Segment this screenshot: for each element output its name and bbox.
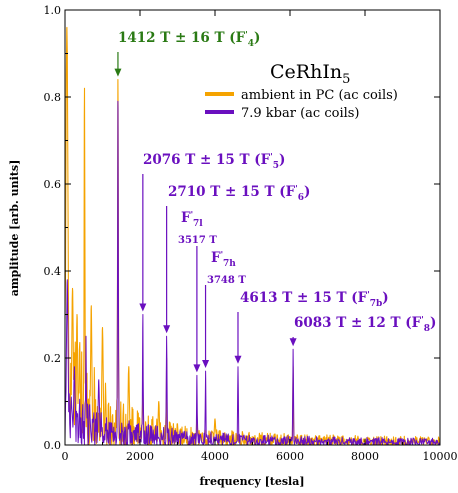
- annotation-f4: 1412 T ± 16 T (F'4): [114, 29, 260, 77]
- annotation-arrowhead-f7h: [202, 360, 210, 369]
- x-tick-label: 0: [62, 450, 69, 463]
- annotation-arrowhead-f7l: [193, 364, 201, 373]
- annotation-label-f7l: F'7l: [181, 209, 203, 229]
- x-tick-label: 2000: [126, 450, 154, 463]
- x-tick-label: 8000: [351, 450, 379, 463]
- compound-subscript: 5: [342, 72, 350, 87]
- series-pressure-line: [65, 100, 440, 445]
- plot-frame: [64, 9, 441, 446]
- svg-text:CeRhIn5: CeRhIn5: [270, 61, 350, 87]
- x-tick-label: 4000: [201, 450, 229, 463]
- annotation-arrowhead-f8: [289, 338, 297, 347]
- y-tick-label: 0.0: [44, 439, 62, 452]
- x-tick-label: 6000: [276, 450, 304, 463]
- annotation-arrowhead-f5: [139, 303, 147, 312]
- legend: ambient in PC (ac coils) 7.9 kbar (ac co…: [205, 88, 398, 121]
- annotation-label-f8: 6083 T ± 12 T (F'8): [294, 314, 436, 334]
- annotation-f5: 2076 T ± 15 T (F'5): [139, 151, 285, 312]
- annotation-f7l: F'7l 3517 T: [178, 209, 217, 373]
- x-axis-label: frequency [tesla]: [199, 475, 304, 488]
- annotation-arrowhead-f6: [163, 325, 171, 334]
- annotation-label-f4: 1412 T ± 16 T (F'4): [118, 29, 260, 49]
- x-tick-label: 10000: [423, 450, 458, 463]
- annotation-f8: 6083 T ± 12 T (F'8): [289, 314, 436, 347]
- compound-name: CeRhIn: [270, 61, 342, 83]
- legend-label-pressure: 7.9 kbar (ac coils): [241, 106, 360, 121]
- annotation-value-f7h: 3748 T: [207, 275, 246, 286]
- annotation-label-f7b: 4613 T ± 15 T (F'7b): [240, 289, 389, 309]
- legend-label-ambient: ambient in PC (ac coils): [241, 88, 398, 103]
- annotation-f6: 2710 T ± 15 T (F'6): [163, 183, 310, 334]
- annotation-label-f7h: F'7h: [211, 249, 236, 269]
- annotation-label-f5: 2076 T ± 15 T (F'5): [143, 151, 285, 171]
- y-tick-label: 1.0: [44, 4, 62, 17]
- annotation-value-f7l: 3517 T: [178, 235, 217, 246]
- annotation-arrowhead-f4: [114, 68, 122, 77]
- compound-label: CeRhIn5: [270, 61, 350, 87]
- y-tick-label: 0.6: [44, 178, 62, 191]
- annotation-f7h: F'7h 3748 T: [202, 249, 246, 369]
- annotation-label-f6: 2710 T ± 15 T (F'6): [168, 183, 310, 203]
- y-tick-label: 0.2: [44, 352, 62, 365]
- annotation-f7b: 4613 T ± 15 T (F'7b): [234, 289, 389, 364]
- y-tick-label: 0.4: [44, 265, 62, 278]
- y-axis-label: amplitude [arb. units]: [8, 160, 21, 297]
- annotation-arrowhead-f7b: [234, 355, 242, 364]
- y-tick-label: 0.8: [44, 91, 62, 104]
